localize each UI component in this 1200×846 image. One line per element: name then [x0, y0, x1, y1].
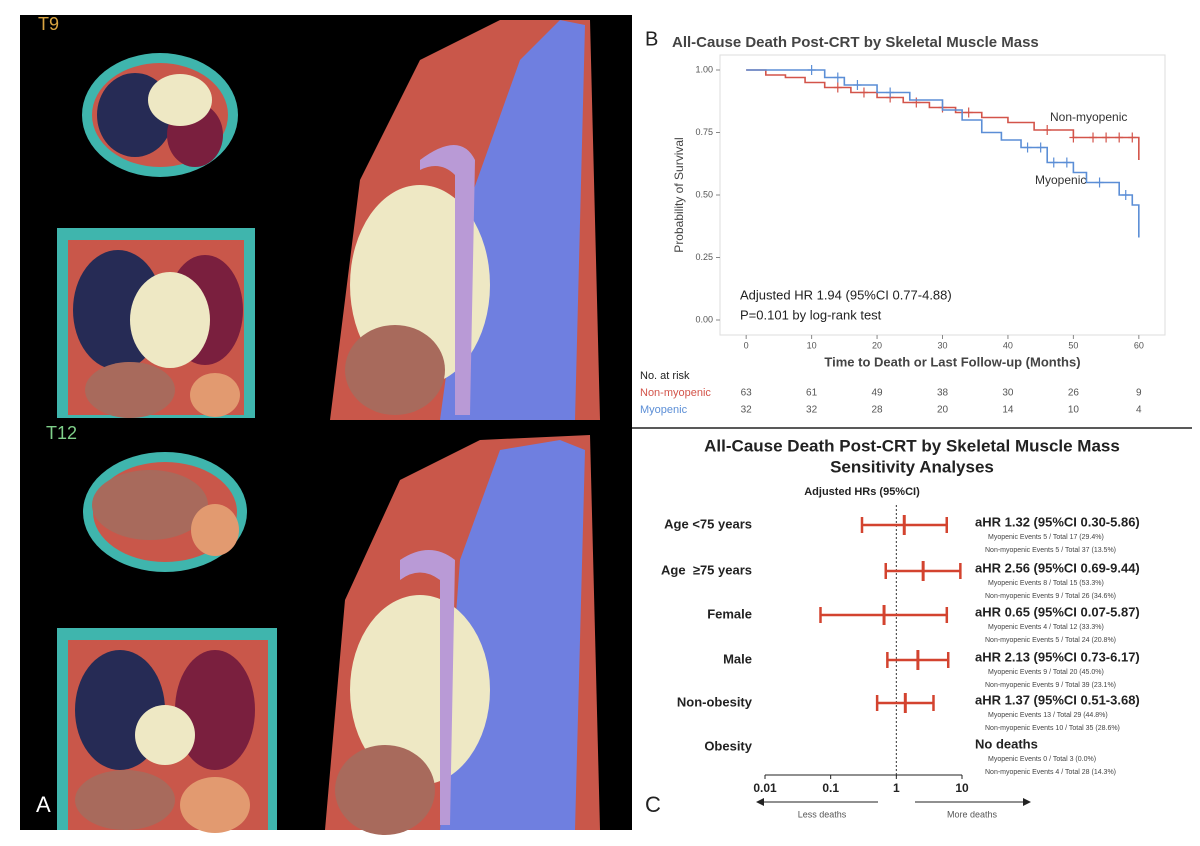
censor-mark [807, 65, 816, 75]
category-label: Age <75 years [664, 516, 752, 531]
direction-label: Less deaths [798, 809, 847, 819]
survival-curve [746, 69, 1140, 160]
note: Myopenic Events 0 / Total 3 (0.0%) [988, 756, 1096, 763]
category-label: Non-obesity [677, 694, 753, 709]
risk-count: 61 [806, 388, 818, 399]
x-tick-label: 10 [807, 340, 817, 350]
x-tick-label: 30 [937, 340, 947, 350]
risk-count: 26 [1068, 388, 1080, 399]
panel-label: C [645, 792, 661, 817]
censor-mark [859, 87, 868, 98]
panel-label: T9 [38, 14, 59, 34]
category-label: Female [707, 606, 752, 621]
censor-mark [1121, 190, 1130, 200]
risk-count: 9 [1136, 388, 1142, 399]
censor-mark [1095, 177, 1104, 188]
value-label: aHR 1.32 (95%CI 0.30-5.86) [975, 514, 1140, 529]
panel-label: A [36, 792, 51, 817]
risk-row-name: Non-myopenic [640, 387, 711, 399]
value-label: No deaths [975, 736, 1038, 751]
y-tick-label: 0.00 [695, 314, 713, 324]
note: Myopenic Events 4 / Total 12 (33.3%) [988, 624, 1104, 631]
column-header: Adjusted HRs (95%CI) [804, 486, 920, 498]
note: Myopenic Events 8 / Total 15 (53.3%) [988, 580, 1104, 587]
note: Myopenic Events 9 / Total 20 (45.0%) [988, 669, 1104, 676]
y-tick-label: 1.00 [695, 64, 713, 74]
censor-mark [964, 107, 973, 118]
censor-mark [1115, 132, 1124, 143]
value-label: aHR 0.65 (95%CI 0.07-5.87) [975, 604, 1140, 619]
note: Myopenic Events 5 / Total 17 (29.4%) [988, 534, 1104, 541]
annotation: P=0.101 by log-rank test [740, 307, 882, 322]
risk-count: 63 [741, 388, 753, 399]
censor-mark [1043, 125, 1052, 135]
value-label: aHR 1.37 (95%CI 0.51-3.68) [975, 692, 1140, 707]
risk-count: 28 [871, 405, 883, 416]
x-axis-label: Time to Death or Last Follow-up (Months) [824, 354, 1080, 369]
direction-label: More deaths [947, 809, 998, 819]
x-tick-label: 50 [1068, 340, 1078, 350]
x-tick-label: 0.1 [822, 781, 839, 795]
annotation: Adjusted HR 1.94 (95%CI 0.77-4.88) [740, 287, 952, 302]
value-label: aHR 2.13 (95%CI 0.73-6.17) [975, 649, 1140, 664]
risk-count: 10 [1068, 405, 1080, 416]
note: Non-myopenic Events 10 / Total 35 (28.6%… [985, 725, 1120, 732]
chart-subtitle: Sensitivity Analyses [830, 457, 994, 476]
censor-mark [1049, 157, 1058, 168]
series-label: Myopenic [1035, 173, 1086, 187]
note: Non-myopenic Events 9 / Total 26 (34.6%) [985, 593, 1116, 600]
censor-mark [1023, 142, 1032, 153]
chart-title: All-Cause Death Post-CRT by Skeletal Mus… [672, 34, 1039, 51]
risk-count: 14 [1002, 405, 1014, 416]
censor-mark [912, 97, 921, 108]
risk-table-title: No. at risk [640, 370, 690, 382]
x-tick-label: 10 [955, 781, 969, 795]
censor-mark [1102, 132, 1111, 143]
y-tick-label: 0.50 [695, 189, 713, 199]
risk-count: 32 [741, 405, 753, 416]
value-label: aHR 2.56 (95%CI 0.69-9.44) [975, 560, 1140, 575]
censor-mark [1069, 132, 1078, 143]
category-label: Obesity [704, 738, 752, 753]
note: Non-myopenic Events 5 / Total 37 (13.5%) [985, 547, 1116, 554]
censor-mark [833, 82, 842, 93]
censor-mark [1089, 132, 1098, 143]
chart-title: All-Cause Death Post-CRT by Skeletal Mus… [704, 436, 1120, 455]
y-tick-label: 0.25 [695, 252, 713, 262]
panel-label: T12 [46, 423, 77, 443]
risk-count: 4 [1136, 405, 1142, 416]
risk-count: 49 [871, 388, 883, 399]
x-tick-label: 0.01 [753, 781, 777, 795]
censor-mark [1036, 142, 1045, 153]
censor-mark [1128, 132, 1137, 143]
risk-count: 20 [937, 405, 949, 416]
censor-mark [1062, 157, 1071, 168]
risk-row-name: Myopenic [640, 404, 688, 416]
risk-count: 38 [937, 388, 949, 399]
censor-mark [853, 80, 862, 90]
category-label: Age ≥75 years [661, 562, 752, 577]
ct-panel [20, 15, 632, 835]
x-tick-label: 60 [1134, 340, 1144, 350]
risk-count: 32 [806, 405, 818, 416]
panel-label: B [645, 28, 658, 50]
note: Non-myopenic Events 9 / Total 39 (23.1%) [985, 682, 1116, 689]
censor-mark [886, 87, 895, 98]
category-label: Male [723, 651, 752, 666]
x-tick-label: 40 [1003, 340, 1013, 350]
x-tick-label: 0 [744, 340, 749, 350]
note: Non-myopenic Events 4 / Total 28 (14.3%) [985, 769, 1116, 776]
note: Myopenic Events 13 / Total 29 (44.8%) [988, 712, 1108, 719]
risk-count: 30 [1002, 388, 1014, 399]
y-axis-label: Probability of Survival [672, 137, 686, 252]
y-tick-label: 0.75 [695, 127, 713, 137]
series-label: Non-myopenic [1050, 110, 1127, 124]
x-tick-label: 20 [872, 340, 882, 350]
survival-curve [746, 69, 1140, 238]
note: Non-myopenic Events 5 / Total 24 (20.8%) [985, 637, 1116, 644]
censor-mark [833, 72, 842, 83]
x-tick-label: 1 [893, 781, 900, 795]
